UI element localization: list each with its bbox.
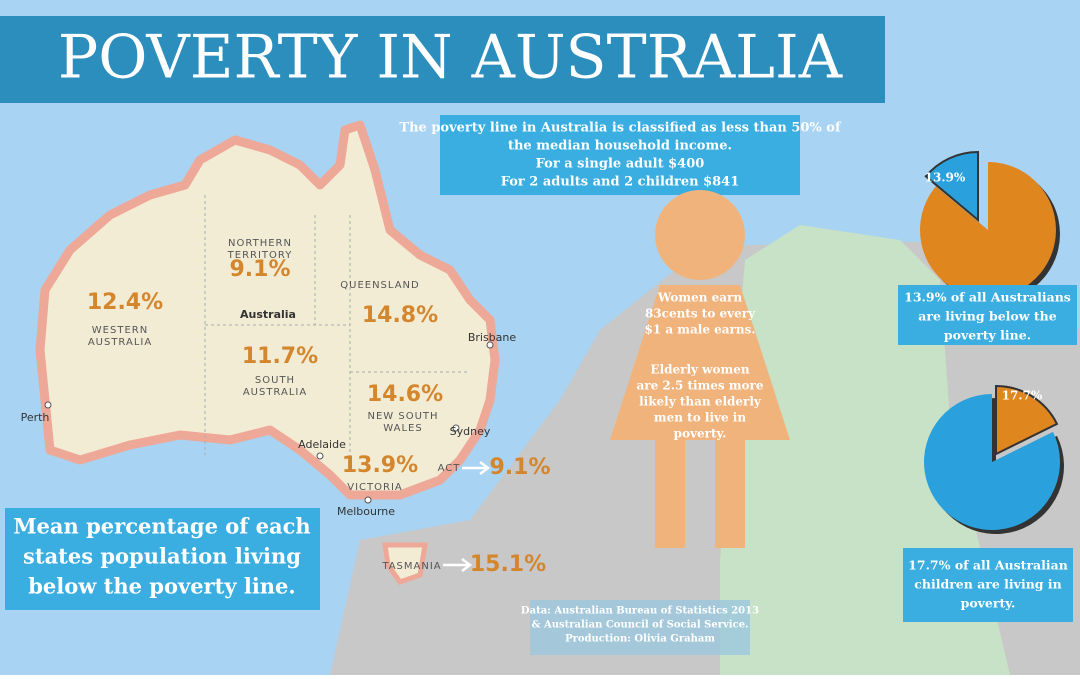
state-percent: 13.9% [342, 453, 418, 478]
woman-text: Elderly women [650, 363, 749, 377]
woman-text: 83cents to every [645, 307, 756, 321]
state-name: ACT [438, 463, 461, 474]
source-line: & Australian Council of Social Service. [531, 620, 748, 631]
australia-map [35, 120, 500, 500]
map-caption-box [5, 508, 320, 610]
info-line: For 2 adults and 2 children $841 [501, 175, 740, 190]
pie-rest [920, 162, 1056, 298]
pie-label: 13.9% [925, 171, 966, 185]
state-name: WESTERN [92, 325, 148, 336]
state-name: NORTHERN [228, 238, 292, 249]
info-box [440, 115, 800, 195]
map-caption: below the poverty line. [28, 574, 295, 599]
arrows [443, 461, 491, 572]
pie-caption: 13.9% of all Australians [904, 290, 1071, 305]
pie-caption-box [903, 548, 1073, 622]
state-percent: 12.4% [87, 290, 163, 315]
woman-text: are 2.5 times more [637, 379, 764, 393]
state-name: NEW SOUTH [367, 411, 438, 422]
title: POVERTY IN AUSTRALIA [58, 23, 843, 93]
state-name: SOUTH [255, 375, 295, 386]
state-percent: 9.1% [489, 455, 550, 480]
woman-text: Women earn [657, 291, 742, 305]
source-line: Data: Australian Bureau of Statistics 20… [521, 606, 759, 617]
map-caption: states population living [23, 544, 301, 569]
city-name: Brisbane [468, 331, 517, 344]
woman-figure [610, 190, 790, 548]
info-line: the median household income. [508, 139, 732, 154]
state-name: TASMANIA [381, 561, 441, 572]
source-line: Production: Olivia Graham [565, 634, 715, 645]
pie-caption: poverty line. [944, 328, 1031, 343]
state-percent: 15.1% [470, 552, 546, 577]
woman-text: likely than elderly [639, 395, 762, 409]
state-percent: 14.8% [362, 303, 438, 328]
pie-caption-box [898, 285, 1077, 345]
woman-text: men to live in [654, 411, 746, 425]
city-dot [364, 496, 372, 504]
tasmania [382, 542, 428, 585]
city-dot [316, 452, 324, 460]
state-name: WALES [383, 423, 422, 434]
city-name: Perth [21, 411, 50, 424]
city-name: Sydney [450, 425, 491, 438]
woman-text: poverty. [674, 427, 727, 441]
state-percent: 11.7% [242, 344, 318, 369]
state-percent: 9.1% [229, 257, 290, 282]
pie-caption: are living below the [918, 309, 1056, 324]
pie-caption: children are living in [914, 577, 1061, 592]
title-banner [0, 16, 885, 103]
city-name: Melbourne [337, 505, 395, 518]
city-name: Adelaide [298, 438, 346, 451]
state-name: TERRITORY [227, 250, 293, 261]
woman-text: $1 a male earns. [644, 323, 755, 337]
pie-slice [924, 150, 979, 223]
state-name: VICTORIA [347, 482, 403, 493]
city-dot [452, 424, 460, 432]
pie-label: 17.7% [1002, 389, 1043, 403]
borders [204, 195, 470, 470]
pie-caption: poverty. [961, 596, 1016, 611]
country-label: Australia [240, 308, 296, 321]
state-percent: 14.6% [367, 382, 443, 407]
info-line: The poverty line in Australia is classif… [399, 121, 842, 136]
state-name: AUSTRALIA [243, 387, 307, 398]
source-box [530, 600, 750, 655]
pie-slice [995, 384, 1059, 456]
state-name: AUSTRALIA [88, 337, 152, 348]
map-caption: Mean percentage of each [13, 514, 310, 539]
state-name: QUEENSLAND [340, 280, 419, 291]
city-dot [486, 341, 494, 349]
info-line: For a single adult $400 [536, 157, 705, 172]
pie-caption: 17.7% of all Australian [908, 558, 1068, 573]
city-dot [44, 401, 52, 409]
pie-rest [924, 394, 1060, 531]
